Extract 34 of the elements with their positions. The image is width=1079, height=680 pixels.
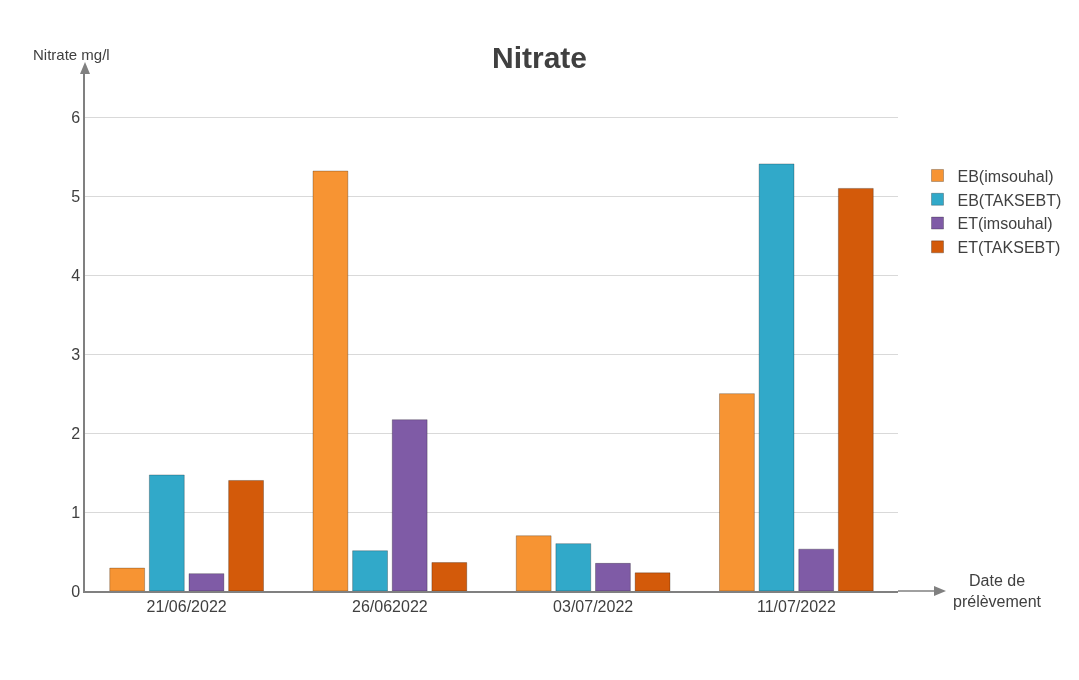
legend-label: EB(imsouhal) — [957, 167, 1054, 185]
bar — [798, 548, 835, 591]
y-tick-label: 2 — [71, 424, 81, 442]
bar — [837, 187, 874, 591]
bar — [148, 474, 185, 591]
bar — [109, 567, 146, 591]
y-axis-title: Nitrate mg/l — [33, 46, 110, 63]
x-tick-label: 21/06/2022 — [146, 597, 227, 615]
bar — [515, 535, 552, 591]
legend-label: EB(TAKSEBT) — [957, 191, 1062, 209]
y-tick-label: 0 — [71, 582, 81, 600]
y-tick-label: 3 — [71, 345, 81, 363]
x-tick-label: 26/062022 — [352, 597, 428, 615]
bar — [634, 572, 671, 591]
bar — [758, 163, 795, 591]
bar — [555, 543, 592, 591]
bar — [188, 573, 225, 591]
bar — [228, 479, 265, 591]
y-tick-label: 1 — [71, 503, 81, 521]
y-tick-label: 6 — [71, 108, 81, 126]
bar — [391, 419, 428, 591]
chart-title: Nitrate — [491, 40, 588, 74]
bar — [718, 393, 755, 591]
bar — [431, 562, 468, 591]
bar — [595, 562, 631, 591]
bar — [312, 170, 349, 591]
x-axis-title: Date de prélèvement — [953, 572, 1042, 610]
x-tick-label: 11/07/2022 — [756, 597, 836, 615]
bar — [352, 550, 388, 591]
x-tick-label: 03/07/2022 — [553, 597, 634, 615]
y-tick-label: 5 — [71, 187, 81, 205]
legend-label: ET(TAKSEBT) — [957, 239, 1061, 257]
y-tick-label: 4 — [71, 266, 81, 284]
legend-label: ET(imsouhal) — [957, 215, 1053, 233]
